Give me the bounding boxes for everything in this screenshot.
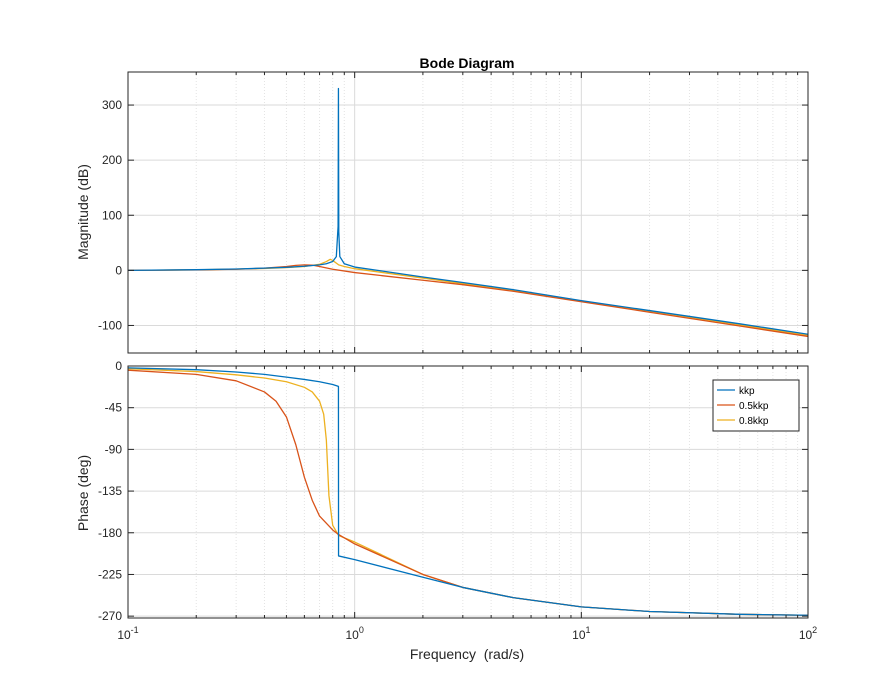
phase-plot-area: [128, 366, 808, 618]
chart-title: Bode Diagram: [420, 55, 515, 71]
magnitude-y-tick-label: 200: [102, 153, 122, 167]
phase-y-tick-label: -135: [98, 484, 122, 498]
phase-y-tick-label: -180: [98, 526, 122, 540]
phase-y-tick-label: -90: [105, 442, 123, 456]
x-tick-label: 10-1: [117, 625, 138, 642]
legend-box: [712, 379, 800, 432]
phase-series-line-kkp: [128, 367, 808, 616]
legend-label: kkp: [739, 386, 755, 397]
phase-y-tick-label: 0: [115, 359, 122, 373]
x-tick-label: 100: [345, 625, 363, 642]
magnitude-y-tick-label: 300: [102, 98, 122, 112]
magnitude-y-tick-label: 100: [102, 208, 122, 222]
x-tick-label: 102: [799, 625, 817, 642]
phase-y-axis-label: Phase (deg): [75, 455, 91, 531]
legend: kkp 0.5kkp 0.8kkp: [712, 379, 800, 432]
phase-y-tick-label: -45: [105, 401, 123, 415]
magnitude-axes-frame: [127, 71, 809, 354]
legend-label: 0.5kkp: [739, 401, 769, 412]
magnitude-y-tick-label: -100: [98, 318, 122, 332]
x-axis-label: Frequency (rad/s): [410, 646, 524, 662]
phase-y-tick-label: -225: [98, 567, 122, 581]
magnitude-series-line-kkp: [128, 87, 808, 335]
x-tick-label: 101: [572, 625, 590, 642]
magnitude-plot-area: [128, 72, 808, 353]
phase-axes-frame: [127, 365, 809, 619]
phase-y-tick-label: -270: [98, 609, 122, 623]
magnitude-y-tick-label: 0: [115, 263, 122, 277]
magnitude-y-axis-label: Magnitude (dB): [75, 164, 91, 260]
legend-label: 0.8kkp: [739, 416, 769, 427]
